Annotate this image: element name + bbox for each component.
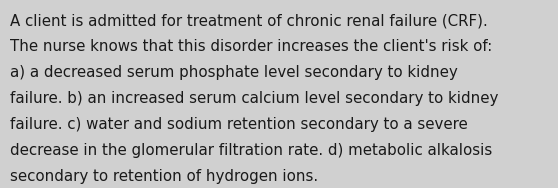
- Text: A client is admitted for treatment of chronic renal failure (CRF).: A client is admitted for treatment of ch…: [10, 13, 488, 28]
- Text: a) a decreased serum phosphate level secondary to kidney: a) a decreased serum phosphate level sec…: [10, 65, 458, 80]
- Text: The nurse knows that this disorder increases the client's risk of:: The nurse knows that this disorder incre…: [10, 39, 492, 54]
- Text: secondary to retention of hydrogen ions.: secondary to retention of hydrogen ions.: [10, 169, 318, 184]
- Text: decrease in the glomerular filtration rate. d) metabolic alkalosis: decrease in the glomerular filtration ra…: [10, 143, 492, 158]
- Text: failure. c) water and sodium retention secondary to a severe: failure. c) water and sodium retention s…: [10, 117, 468, 132]
- Text: failure. b) an increased serum calcium level secondary to kidney: failure. b) an increased serum calcium l…: [10, 91, 498, 106]
